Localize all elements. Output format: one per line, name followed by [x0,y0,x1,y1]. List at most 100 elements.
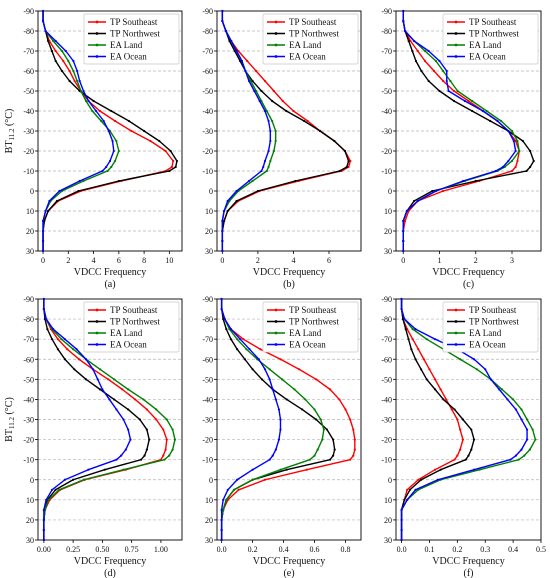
series-point [402,229,405,233]
series-point [407,338,410,341]
y-tick-label: -70 [202,335,213,344]
legend-marker [274,43,278,47]
series-point [68,69,71,73]
series-point [292,109,295,113]
x-axis-label: VDCC Frequency [432,556,505,567]
y-tick-label: -60 [381,355,392,364]
series-point [244,69,247,73]
legend-marker [95,20,99,24]
series-point [129,438,132,441]
y-tick-label: -80 [381,27,392,36]
series-point [453,408,456,411]
series-point [472,358,476,361]
series-point [461,438,465,441]
series-point [442,79,445,83]
x-tick-label: 4 [291,256,295,265]
series-point [262,165,265,169]
legend-marker [95,43,99,47]
series-point [263,109,267,113]
series-point [518,149,521,153]
series-point [45,317,48,321]
panel-label: (d) [104,568,116,578]
y-tick-label: -50 [23,375,34,384]
series-point [41,229,45,233]
series-point [220,307,223,311]
series-point [235,189,238,193]
series-point [427,49,430,53]
series-point [470,448,473,451]
series-point [422,358,425,361]
series-point [463,99,466,103]
x-tick-label: 0.1 [424,545,434,554]
series-point [67,59,70,63]
series-point [170,165,173,169]
y-tick-label: -90 [202,295,213,304]
series-point [220,297,223,301]
series-point [332,438,335,441]
y-tick-label: -80 [202,315,213,324]
series-point [333,139,336,143]
series-point [95,109,98,113]
series-point [268,458,271,461]
series-point [400,518,403,522]
series-point [407,39,410,43]
y-tick-label: -20 [23,147,34,156]
series-point [529,149,532,153]
series-point [496,119,499,123]
series-point [475,368,478,371]
series-point [400,528,403,532]
series-point [528,448,531,451]
series-point [62,59,65,63]
x-tick-label: 10 [165,256,173,265]
series-point [403,29,407,33]
y-tick-label: -10 [202,456,213,465]
series-point [328,458,332,461]
series-point [439,388,442,391]
series-point [127,388,130,391]
series-point [459,448,462,451]
series-point [279,468,282,471]
series-point [78,179,81,183]
series-point [403,219,407,223]
legend-entry: TP Northwest [289,29,339,39]
y-tick-label: -40 [381,107,392,116]
series-line [220,299,282,540]
series-point [481,109,485,113]
series-point [456,418,459,421]
series-point [260,378,264,381]
series-point [47,498,50,501]
legend-marker [454,331,458,335]
y-tick-label: -60 [23,355,34,364]
series-point [467,99,470,103]
series-point [245,348,248,351]
series-point [145,428,148,431]
series-point [101,169,104,173]
legend-marker [454,343,458,346]
series-point [105,165,108,169]
series-point [145,448,148,451]
series-point [402,219,405,223]
series-point [46,328,49,331]
series-point [78,79,81,83]
series-point [221,9,224,13]
y-tick-label: -30 [381,127,392,136]
series-point [485,109,488,113]
series-point [434,189,437,193]
series-point [73,368,76,371]
series-point [223,219,226,223]
y-tick-label: 20 [384,227,392,236]
series-point [253,89,256,93]
series-point [239,338,242,341]
series-point [66,348,69,351]
series-point [50,488,54,491]
series-point [54,488,57,491]
y-tick-label: -20 [202,436,213,445]
y-tick-label: -20 [202,147,213,156]
series-point [47,39,50,43]
series-point [459,358,462,361]
series-point [220,518,223,522]
y-tick-label: -90 [23,7,34,16]
series-point [98,388,102,391]
series-point [42,307,45,311]
series-point [498,388,501,391]
